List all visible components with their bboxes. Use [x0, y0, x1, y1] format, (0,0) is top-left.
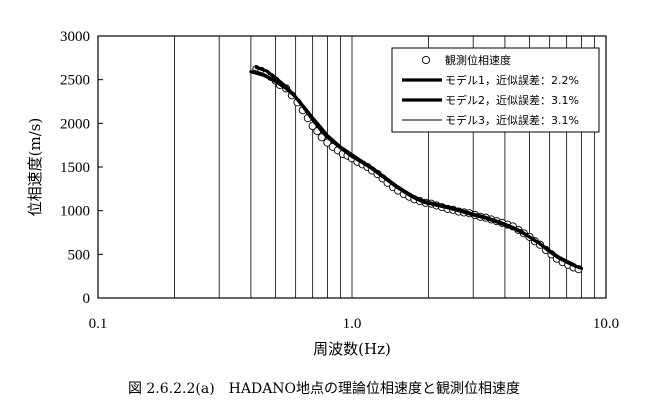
legend-marker — [421, 55, 431, 65]
y-tick-label: 500 — [68, 247, 91, 263]
series-line-model-2 — [254, 65, 576, 267]
y-tick-label: 0 — [83, 291, 91, 307]
legend-label: モデル1，近似誤差：2.2% — [445, 73, 579, 87]
legend-label: 観測位相速度 — [445, 53, 511, 67]
x-tick-label: 1.0 — [343, 316, 362, 332]
y-tick-label: 1500 — [60, 160, 90, 176]
y-tick-label: 2000 — [60, 116, 90, 132]
x-tick-label: 0.1 — [89, 316, 108, 332]
y-axis-ticks: 0 500 1000 1500 2000 2500 3000 — [60, 29, 103, 307]
x-axis-label: 周波数(Hz) — [313, 340, 391, 358]
series-layer — [249, 65, 584, 274]
legend-label: モデル3，近似誤差：3.1% — [445, 113, 579, 127]
y-axis-label: 位相速度(m/s) — [26, 118, 44, 217]
x-tick-label: 10.0 — [593, 316, 619, 332]
y-tick-label: 1000 — [60, 204, 90, 220]
series-line-model-3 — [253, 69, 580, 268]
y-tick-label: 2500 — [60, 73, 90, 89]
figure-caption: 図 2.6.2.2(a) HADANO地点の理論位相速度と観測位相速度 — [128, 380, 520, 397]
y-tick-label: 3000 — [60, 29, 90, 45]
x-axis-ticks: 0.1 1.0 10.0 — [89, 316, 620, 332]
legend-label: モデル2，近似誤差：3.1% — [445, 93, 579, 107]
